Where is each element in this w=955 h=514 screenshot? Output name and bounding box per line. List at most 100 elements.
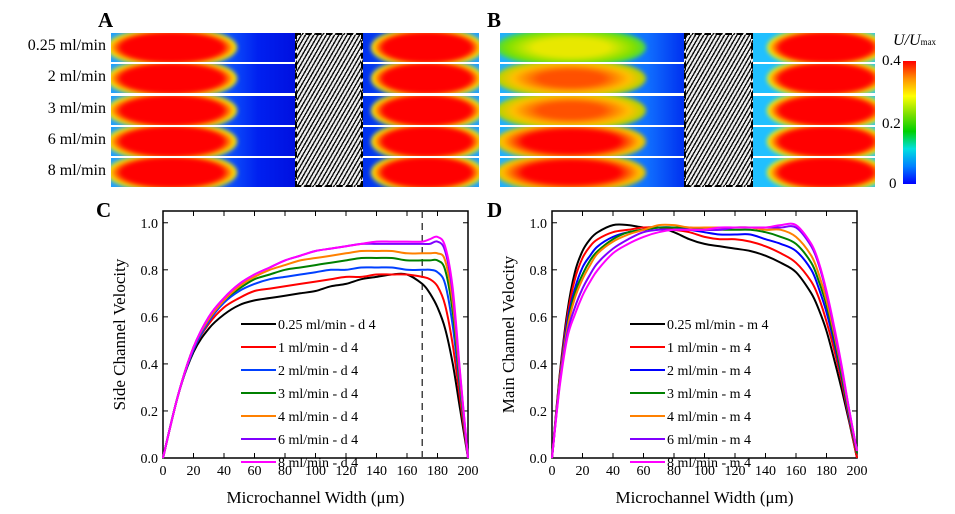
y-axis-label: Side Channel Velocity [110, 258, 129, 410]
legend-label: 6 ml/min - d 4 [278, 433, 358, 448]
y-tick-label: 0.0 [141, 452, 159, 467]
legend-label: 0.25 ml/min - m 4 [667, 318, 769, 333]
velocity-field-strip [500, 64, 684, 93]
velocity-hotspot [767, 96, 875, 125]
x-tick-label: 20 [187, 464, 201, 479]
x-tick-label: 80 [667, 464, 681, 479]
legend-label: 2 ml/min - m 4 [667, 364, 751, 379]
legend-label: 2 ml/min - d 4 [278, 364, 358, 379]
blocked-region-hatch [684, 33, 753, 187]
panel-label-a: A [98, 8, 114, 32]
x-tick-label: 20 [576, 464, 590, 479]
x-tick-label: 80 [278, 464, 292, 479]
series-line-6 [551, 222, 858, 459]
series-line-4 [551, 223, 858, 459]
legend-label: 8 ml/min - d 4 [278, 456, 358, 471]
velocity-field-strip [753, 127, 875, 156]
y-tick-label: 0.6 [530, 311, 548, 326]
velocity-hotspot [767, 127, 875, 156]
velocity-hotspot [371, 158, 479, 187]
row-label: 2 ml/min [47, 68, 106, 85]
x-tick-label: 0 [549, 464, 556, 479]
velocity-field-strip [363, 96, 479, 125]
y-tick-label: 0.8 [141, 264, 159, 279]
velocity-field-strip [500, 127, 684, 156]
velocity-field-strip [753, 158, 875, 187]
velocity-field-strip [363, 33, 479, 62]
series-line-6 [162, 235, 469, 459]
x-tick-label: 140 [366, 464, 387, 479]
y-tick-label: 0.4 [530, 358, 548, 373]
velocity-field-strip [500, 33, 684, 62]
x-tick-label: 200 [458, 464, 479, 479]
series-line-0 [162, 272, 469, 459]
velocity-hotspot [111, 64, 237, 93]
y-tick-label: 1.0 [530, 217, 548, 232]
legend-label: 1 ml/min - m 4 [667, 341, 751, 356]
panel-label-b: B [487, 8, 502, 32]
y-tick-label: 0.8 [530, 264, 548, 279]
velocity-field-strip [111, 127, 295, 156]
velocity-field-strip [363, 127, 479, 156]
x-tick-label: 120 [336, 464, 357, 479]
velocity-field-strip [753, 33, 875, 62]
velocity-hotspot [500, 33, 646, 62]
legend-label: 3 ml/min - d 4 [278, 387, 358, 402]
velocity-hotspot [111, 158, 237, 187]
velocity-field-strip [363, 64, 479, 93]
series-line-2 [551, 226, 858, 459]
velocity-hotspot [500, 158, 646, 187]
x-axis-label: Microchannel Width (μm) [615, 488, 793, 507]
x-tick-label: 160 [786, 464, 807, 479]
colorbar-title-sub: max [920, 37, 937, 47]
x-tick-label: 180 [816, 464, 837, 479]
velocity-field-strip [753, 96, 875, 125]
colorbar-title: U/Umax [893, 32, 936, 50]
x-tick-label: 60 [637, 464, 651, 479]
velocity-hotspot [767, 64, 875, 93]
x-axis-label: Microchannel Width (μm) [226, 488, 404, 507]
y-tick-label: 1.0 [141, 217, 159, 232]
velocity-field-strip [500, 158, 684, 187]
velocity-field-strip [753, 64, 875, 93]
legend-label: 4 ml/min - m 4 [667, 410, 751, 425]
blocked-region-hatch [295, 33, 363, 187]
colorbar-tick: 0.4 [882, 53, 901, 69]
colorbar-tick: 0.2 [882, 116, 901, 132]
legend-label: 3 ml/min - m 4 [667, 387, 751, 402]
colorbar-tick: 0 [889, 176, 897, 192]
y-tick-label: 0.6 [141, 311, 159, 326]
y-tick-label: 0.2 [141, 405, 159, 420]
velocity-hotspot [111, 96, 237, 125]
y-tick-label: 0.0 [530, 452, 548, 467]
x-tick-label: 100 [694, 464, 715, 479]
velocity-hotspot [500, 96, 646, 125]
series-line-1 [162, 273, 469, 459]
velocity-field-strip [500, 96, 684, 125]
y-tick-label: 0.4 [141, 358, 159, 373]
x-tick-label: 0 [160, 464, 167, 479]
y-axis-label: Main Channel Velocity [499, 255, 518, 413]
velocity-hotspot [767, 33, 875, 62]
x-tick-label: 60 [248, 464, 262, 479]
row-label: 3 ml/min [47, 100, 106, 117]
x-tick-label: 100 [305, 464, 326, 479]
legend-label: 4 ml/min - d 4 [278, 410, 358, 425]
series-line-0 [551, 223, 858, 459]
x-tick-label: 40 [217, 464, 231, 479]
x-tick-label: 200 [847, 464, 868, 479]
x-tick-label: 40 [606, 464, 620, 479]
velocity-field-strip [363, 158, 479, 187]
x-tick-label: 180 [427, 464, 448, 479]
colorbar [903, 61, 916, 184]
legend-label: 8 ml/min - m 4 [667, 456, 751, 471]
x-tick-label: 160 [397, 464, 418, 479]
velocity-hotspot [767, 158, 875, 187]
row-label: 0.25 ml/min [27, 37, 106, 54]
velocity-hotspot [371, 33, 479, 62]
velocity-field-strip [111, 158, 295, 187]
row-label: 6 ml/min [47, 131, 106, 148]
series-line-2 [162, 266, 469, 459]
row-label: 8 ml/min [47, 162, 106, 179]
legend-label: 1 ml/min - d 4 [278, 341, 358, 356]
